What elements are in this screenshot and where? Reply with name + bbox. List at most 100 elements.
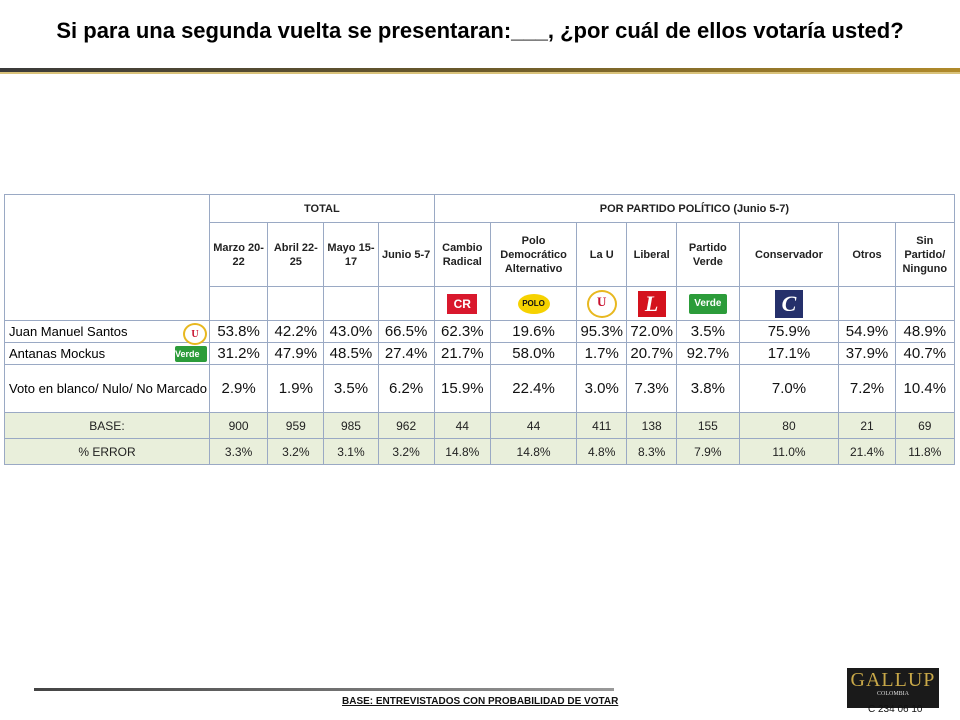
table-cell: 95.3% — [576, 320, 628, 343]
table-cell: 959 — [267, 412, 325, 439]
empty-logo-cell — [377, 286, 435, 321]
verde-logo-icon: Verde — [688, 293, 727, 314]
table-cell: 54.9% — [838, 320, 896, 343]
table-cell: 1.9% — [267, 364, 325, 413]
polo-logo-icon: POLO — [517, 293, 550, 314]
col-header: Partido Verde — [676, 222, 740, 287]
table-cell: 3.5% — [323, 364, 379, 413]
error-label: % ERROR — [4, 438, 210, 465]
col-header: Junio 5-7 — [377, 222, 435, 287]
table-cell: 19.6% — [489, 320, 578, 343]
conservador-logo-cell: C — [738, 286, 840, 321]
title-divider — [0, 68, 960, 72]
title-divider-accent — [0, 72, 960, 74]
table-cell: 10.4% — [894, 364, 956, 413]
slide-title: Si para una segunda vuelta se presentara… — [56, 18, 904, 43]
footer-divider — [34, 688, 614, 691]
table-cell: 3.2% — [377, 438, 435, 465]
table-cell: 3.1% — [323, 438, 379, 465]
table-row: Voto en blanco/ Nulo/ No Marcado 2.9% 1.… — [4, 364, 956, 413]
table-cell: 3.8% — [676, 364, 740, 413]
table-cell: 3.3% — [208, 438, 269, 465]
table-cell: 66.5% — [377, 320, 435, 343]
table-cell: 75.9% — [738, 320, 840, 343]
document-code: C 234 06 10 — [868, 704, 923, 715]
table-cell: 155 — [676, 412, 740, 439]
table-cell: 3.2% — [267, 438, 325, 465]
table-cell: 8.3% — [626, 438, 678, 465]
table-cell: 48.9% — [894, 320, 956, 343]
col-header: Polo Democrático Alternativo — [489, 222, 578, 287]
row-label: Voto en blanco/ Nulo/ No Marcado — [4, 364, 210, 413]
table-cell: 44 — [489, 412, 578, 439]
table-cell: 47.9% — [267, 342, 325, 365]
col-header: Otros — [838, 222, 896, 287]
col-header: Conservador — [738, 222, 840, 287]
base-label: BASE: — [4, 412, 210, 439]
table-cell: 37.9% — [838, 342, 896, 365]
table-cell: 962 — [377, 412, 435, 439]
table-cell: 7.2% — [838, 364, 896, 413]
table-cell: 62.3% — [433, 320, 491, 343]
table-cell: 53.8% — [208, 320, 269, 343]
group-party-header: POR PARTIDO POLÍTICO (Junio 5-7) — [433, 194, 956, 223]
table-cell: 15.9% — [433, 364, 491, 413]
polo-logo-cell: POLO — [489, 286, 578, 321]
table-cell: 31.2% — [208, 342, 269, 365]
table-cell: 21.4% — [838, 438, 896, 465]
la-u-logo-cell: U — [576, 286, 628, 321]
verde-logo-cell: Verde — [676, 286, 740, 321]
table-cell: 69 — [894, 412, 956, 439]
group-total-header: TOTAL — [208, 194, 435, 223]
table-cell: 21.7% — [433, 342, 491, 365]
table-cell: 411 — [576, 412, 628, 439]
table-cell: 21 — [838, 412, 896, 439]
cambio-radical-logo-icon: CR — [447, 293, 478, 314]
empty-logo-cell — [894, 286, 956, 321]
col-header: Marzo 20-22 — [208, 222, 269, 287]
table-cell: 48.5% — [323, 342, 379, 365]
col-header: Sin Partido/ Ninguno — [894, 222, 956, 287]
table-cell: 80 — [738, 412, 840, 439]
table-cell: 27.4% — [377, 342, 435, 365]
col-header: La U — [576, 222, 628, 287]
table-cell: 42.2% — [267, 320, 325, 343]
la-u-badge-icon: U — [182, 323, 207, 345]
liberal-logo-icon: L — [637, 290, 666, 317]
gallup-logo: GALLUP COLOMBIA — [847, 668, 939, 708]
conservador-logo-icon: C — [774, 289, 803, 318]
empty-logo-cell — [838, 286, 896, 321]
table-cell: 72.0% — [626, 320, 678, 343]
row-label: Juan Manuel Santos U — [4, 320, 210, 345]
results-table: TOTAL POR PARTIDO POLÍTICO (Junio 5-7) M… — [4, 194, 956, 465]
base-row: BASE: 900 959 985 962 44 44 411 138 155 … — [4, 412, 956, 439]
liberal-logo-cell: L — [626, 286, 678, 321]
table-cell: 1.7% — [576, 342, 628, 365]
col-header: Cambio Radical — [433, 222, 491, 287]
table-cell: 20.7% — [626, 342, 678, 365]
table-cell: 92.7% — [676, 342, 740, 365]
table-cell: 985 — [323, 412, 379, 439]
table-cell: 7.9% — [676, 438, 740, 465]
table-row: Antanas Mockus Verde 31.2% 47.9% 48.5% 2… — [4, 342, 956, 365]
table-cell: 43.0% — [323, 320, 379, 343]
table-cell: 11.8% — [894, 438, 956, 465]
verde-badge-icon: Verde — [174, 346, 207, 362]
table-cell: 14.8% — [489, 438, 578, 465]
base-footnote: BASE: ENTREVISTADOS CON PROBABILIDAD DE … — [342, 696, 619, 707]
table-row: Juan Manuel Santos U 53.8% 42.2% 43.0% 6… — [4, 320, 956, 345]
table-cell: 22.4% — [489, 364, 578, 413]
table-cell: 900 — [208, 412, 269, 439]
table-cell: 7.0% — [738, 364, 840, 413]
gallup-country: COLOMBIA — [876, 691, 909, 697]
empty-logo-cell — [267, 286, 325, 321]
empty-logo-cell — [323, 286, 379, 321]
empty-logo-cell — [208, 286, 269, 321]
table-cell: 11.0% — [738, 438, 840, 465]
table-cell: 17.1% — [738, 342, 840, 365]
table-cell: 6.2% — [377, 364, 435, 413]
table-cell: 3.0% — [576, 364, 628, 413]
row-label: Antanas Mockus Verde — [4, 342, 210, 365]
col-header: Abril 22-25 — [267, 222, 325, 287]
table-cell: 7.3% — [626, 364, 678, 413]
